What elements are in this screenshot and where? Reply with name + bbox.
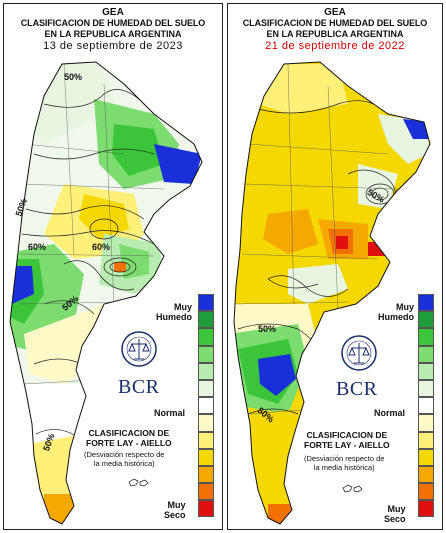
legend-swatch (418, 362, 434, 380)
legend-normal-label: Normal (154, 408, 186, 418)
bcr-seal-icon (341, 335, 377, 371)
source-credit: CLASIFICACION DE FORTE LAY - AIELLO (304, 430, 390, 450)
legend-swatch (418, 294, 434, 312)
source-credit: CLASIFICACION DE FORTE LAY - AIELLO (86, 428, 172, 448)
legend-swatch (418, 465, 434, 484)
bcr-logo: BCR (118, 376, 160, 398)
legend-wet-label: Muy Humedo (156, 302, 192, 322)
falkland-islands-icon (342, 484, 363, 493)
org-label: GEA (324, 7, 346, 18)
legend-color-scale (418, 294, 434, 518)
falkland-islands-icon (128, 478, 149, 487)
map-panel-2022: GEA CLASIFICACION DE HUMEDAD DEL SUELO E… (227, 3, 443, 530)
map-title-line1: CLASIFICACION DE HUMEDAD DEL SUELO (242, 18, 428, 28)
map-title-line1: CLASIFICACION DE HUMEDAD DEL SUELO (20, 18, 206, 28)
bcr-seal-icon (121, 331, 157, 367)
contour-label: 60% (92, 242, 110, 252)
legend-swatch (418, 500, 434, 518)
map-panel-2023: GEA CLASIFICACION DE HUMEDAD DEL SUELO E… (3, 3, 223, 530)
legend-swatch (418, 431, 434, 449)
org-label: GEA (102, 7, 124, 18)
legend-swatch (198, 311, 214, 329)
map-title-line2: EN LA REPUBLICA ARGENTINA (266, 29, 404, 39)
legend-swatch (198, 414, 214, 432)
legend-swatch (418, 483, 434, 501)
legend-swatch (198, 500, 214, 518)
legend-swatch (198, 294, 214, 312)
contour-label: 60% (28, 242, 46, 252)
contour-label: 50% (64, 72, 82, 82)
legend-swatch (418, 379, 434, 398)
legend-swatch (418, 311, 434, 329)
map-date: 21 de septiembre de 2022 (265, 40, 405, 52)
legend-swatch (198, 397, 214, 415)
legend-swatch (198, 379, 214, 398)
legend-swatch (418, 397, 434, 415)
source-note: (Desviación respecto de la media históric… (84, 450, 165, 468)
legend-swatch (418, 345, 434, 363)
bcr-logo: BCR (336, 378, 378, 400)
legend-normal-label: Normal (374, 408, 406, 418)
legend-swatch (418, 414, 434, 432)
argentina-map-2023: 50% 50% 60% 50% 50% 60% (9, 61, 203, 525)
legend-swatch (198, 328, 214, 346)
argentina-map-2022: 50% 50% 50% (233, 61, 431, 525)
legend-wet-label: Muy Humedo (378, 302, 414, 322)
legend-swatch (418, 328, 434, 346)
legend-swatch (418, 448, 434, 466)
source-note: (Desviación respecto de la media históric… (304, 454, 385, 472)
legend-swatch (198, 362, 214, 380)
legend-swatch (198, 465, 214, 484)
legend-dry-label: Muy Seco (384, 504, 406, 524)
map-date: 13 de septiembre de 2023 (43, 40, 183, 52)
map-title-line2: EN LA REPUBLICA ARGENTINA (44, 29, 182, 39)
legend-swatch (198, 483, 214, 501)
legend-swatch (198, 345, 214, 363)
legend-swatch (198, 448, 214, 466)
contour-label: 50% (258, 324, 276, 334)
legend-dry-label: Muy Seco (164, 500, 186, 520)
legend-swatch (198, 431, 214, 449)
legend-color-scale (198, 294, 214, 518)
